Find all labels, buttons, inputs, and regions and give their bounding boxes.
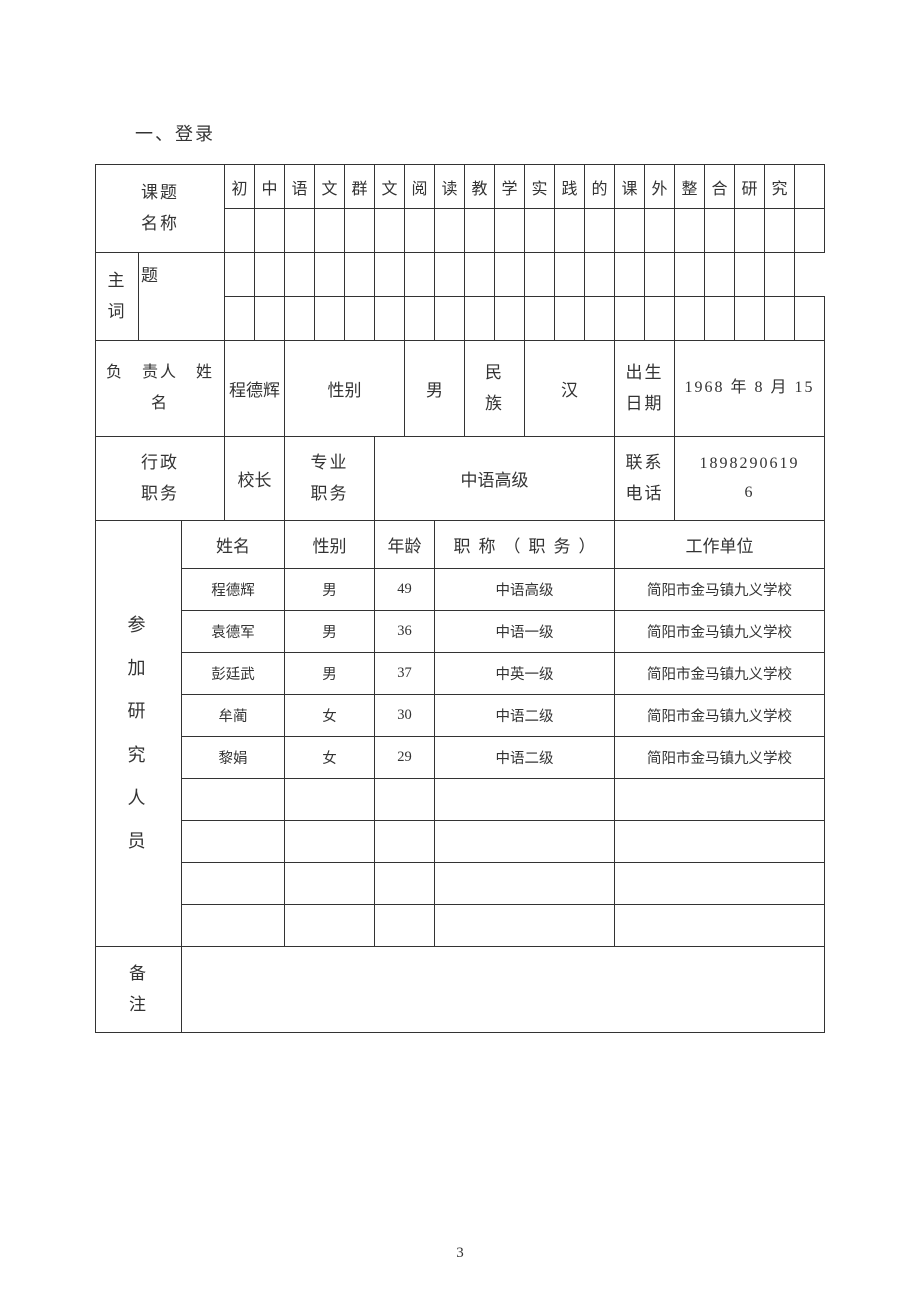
topic-char: 读: [435, 165, 465, 209]
position-row: 行政职务 校长 专业职务 中语高级 联系电话 18982906196: [96, 437, 825, 521]
member-row: [96, 863, 825, 905]
topic-char: [795, 165, 825, 209]
topic-empty-cell: [225, 209, 255, 253]
leader-row: 负 责人 姓名 程德辉 性别 男 民族 汉 出生日期 1968 年 8 月 15: [96, 341, 825, 437]
header-age: 年龄: [375, 521, 435, 569]
header-workplace: 工作单位: [615, 521, 825, 569]
member-age: 49: [375, 569, 435, 611]
members-side-label: 参加研究人员: [96, 521, 182, 947]
page-number: 3: [0, 1245, 920, 1262]
topic-char: 教: [465, 165, 495, 209]
section-heading: 一、登录: [135, 120, 825, 146]
topic-char: 语: [285, 165, 315, 209]
phone-value: 18982906196: [675, 437, 825, 521]
member-row: [96, 821, 825, 863]
topic-label: 课题 名称: [96, 165, 225, 253]
prof-position-value: 中语高级: [375, 437, 615, 521]
topic-char: 外: [645, 165, 675, 209]
topic-char: 文: [375, 165, 405, 209]
member-row: [96, 779, 825, 821]
member-gender: 男: [285, 569, 375, 611]
remarks-value: [182, 947, 825, 1033]
topic-char: 阅: [405, 165, 435, 209]
topic-char: 究: [765, 165, 795, 209]
topic-char: 学: [495, 165, 525, 209]
member-title: 中语高级: [435, 569, 615, 611]
keyword-empty-cell: [225, 253, 255, 297]
prof-position-label: 专业职务: [285, 437, 375, 521]
member-row: 彭廷武 男 37 中英一级 简阳市金马镇九义学校: [96, 653, 825, 695]
leader-dob-label: 出生日期: [615, 341, 675, 437]
leader-name-label: 负 责人 姓名: [96, 341, 225, 437]
remarks-row: 备注: [96, 947, 825, 1033]
member-row: [96, 905, 825, 947]
member-row: 牟蔺 女 30 中语二级 简阳市金马镇九义学校: [96, 695, 825, 737]
members-header-row: 参加研究人员 姓名 性别 年龄 职称（职务） 工作单位: [96, 521, 825, 569]
topic-char: 初: [225, 165, 255, 209]
topic-char: 实: [525, 165, 555, 209]
leader-dob-value: 1968 年 8 月 15: [675, 341, 825, 437]
keyword-row-1: 主 词 题: [96, 253, 825, 297]
topic-char: 群: [345, 165, 375, 209]
topic-char: 中: [255, 165, 285, 209]
topic-row-1: 课题 名称 初 中 语 文 群 文 阅 读 教 学 实 践 的 课 外 整 合 …: [96, 165, 825, 209]
header-gender: 性别: [285, 521, 375, 569]
header-name: 姓名: [182, 521, 285, 569]
topic-char: 研: [735, 165, 765, 209]
admin-position-label: 行政职务: [96, 437, 225, 521]
member-workplace: 简阳市金马镇九义学校: [615, 569, 825, 611]
leader-ethnicity-label: 民族: [465, 341, 525, 437]
member-row: 黎娟 女 29 中语二级 简阳市金马镇九义学校: [96, 737, 825, 779]
leader-ethnicity-value: 汉: [525, 341, 615, 437]
topic-char: 整: [675, 165, 705, 209]
topic-char: 践: [555, 165, 585, 209]
admin-position-value: 校长: [225, 437, 285, 521]
topic-char: 的: [585, 165, 615, 209]
topic-char: 文: [315, 165, 345, 209]
registration-table: 课题 名称 初 中 语 文 群 文 阅 读 教 学 实 践 的 课 外 整 合 …: [95, 164, 825, 1033]
member-row: 程德辉 男 49 中语高级 简阳市金马镇九义学校: [96, 569, 825, 611]
remarks-label: 备注: [96, 947, 182, 1033]
phone-label: 联系电话: [615, 437, 675, 521]
header-title: 职称（职务）: [435, 521, 615, 569]
keyword-label-right: 题: [139, 253, 225, 341]
member-name: 程德辉: [182, 569, 285, 611]
leader-gender-label: 性别: [285, 341, 405, 437]
topic-char: 合: [705, 165, 735, 209]
member-row: 袁德军 男 36 中语一级 简阳市金马镇九义学校: [96, 611, 825, 653]
leader-gender-value: 男: [405, 341, 465, 437]
leader-name-value: 程德辉: [225, 341, 285, 437]
topic-char: 课: [615, 165, 645, 209]
keyword-label-left: 主 词: [96, 253, 139, 341]
